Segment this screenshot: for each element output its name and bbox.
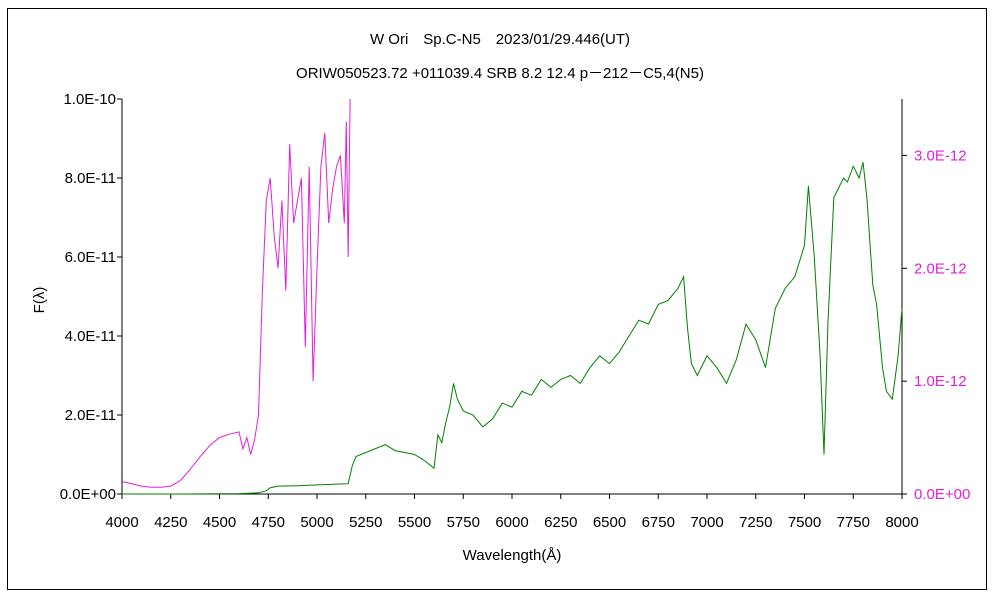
chart-title: W Ori Sp.C-N5 2023/01/29.446(UT): [370, 31, 630, 48]
x-tick-label: 6500: [593, 514, 626, 531]
chart-frame: [7, 8, 987, 590]
y-right-tick-label: 0.0E+00: [914, 486, 970, 503]
x-axis-label: Wavelength(Å): [463, 547, 562, 564]
plot-area: 4000 4250 4500 4750 5000 5250 5500 5750 6000 6250…: [60, 91, 971, 531]
x-tick-label: 5750: [447, 514, 480, 531]
x-tick-label: 8000: [885, 514, 918, 531]
y-left-tick-label: 1.0E-10: [63, 91, 116, 108]
x-tick-label: 7750: [837, 514, 870, 531]
chart-subtitle: ORIW050523.72 +011039.4 SRB 8.2 12.4 p－2…: [296, 65, 704, 82]
y-axis-label: F(λ): [31, 287, 48, 314]
x-tick-label: 7250: [739, 514, 772, 531]
x-tick-label: 5250: [349, 514, 382, 531]
y-right-tick-label: 2.0E-12: [914, 260, 967, 277]
x-tick-label: 7500: [788, 514, 821, 531]
x-tick-label: 6000: [495, 514, 528, 531]
y-right-tick-label: 1.0E-12: [914, 373, 967, 390]
x-tick-label: 4000: [105, 514, 138, 531]
y-left-tick-label: 6.0E-11: [65, 249, 116, 266]
x-tick-label: 4750: [252, 514, 285, 531]
x-tick-label: 4500: [203, 514, 236, 531]
x-tick-label: 7000: [690, 514, 723, 531]
x-tick-label: 6250: [544, 514, 577, 531]
x-tick-label: 5500: [398, 514, 431, 531]
y-left-tick-label: 0.0E+00: [60, 486, 116, 503]
y-right-tick-label: 3.0E-12: [914, 147, 967, 164]
y-left-tick-label: 8.0E-11: [65, 170, 116, 187]
x-tick-label: 5000: [300, 514, 333, 531]
y-left-tick-label: 2.0E-11: [65, 407, 116, 424]
y-left-tick-label: 4.0E-11: [65, 328, 116, 345]
x-tick-label: 6750: [642, 514, 675, 531]
x-tick-label: 4250: [154, 514, 187, 531]
series-line-right-axis: [121, 98, 351, 488]
series-line-left-axis: [122, 162, 903, 495]
